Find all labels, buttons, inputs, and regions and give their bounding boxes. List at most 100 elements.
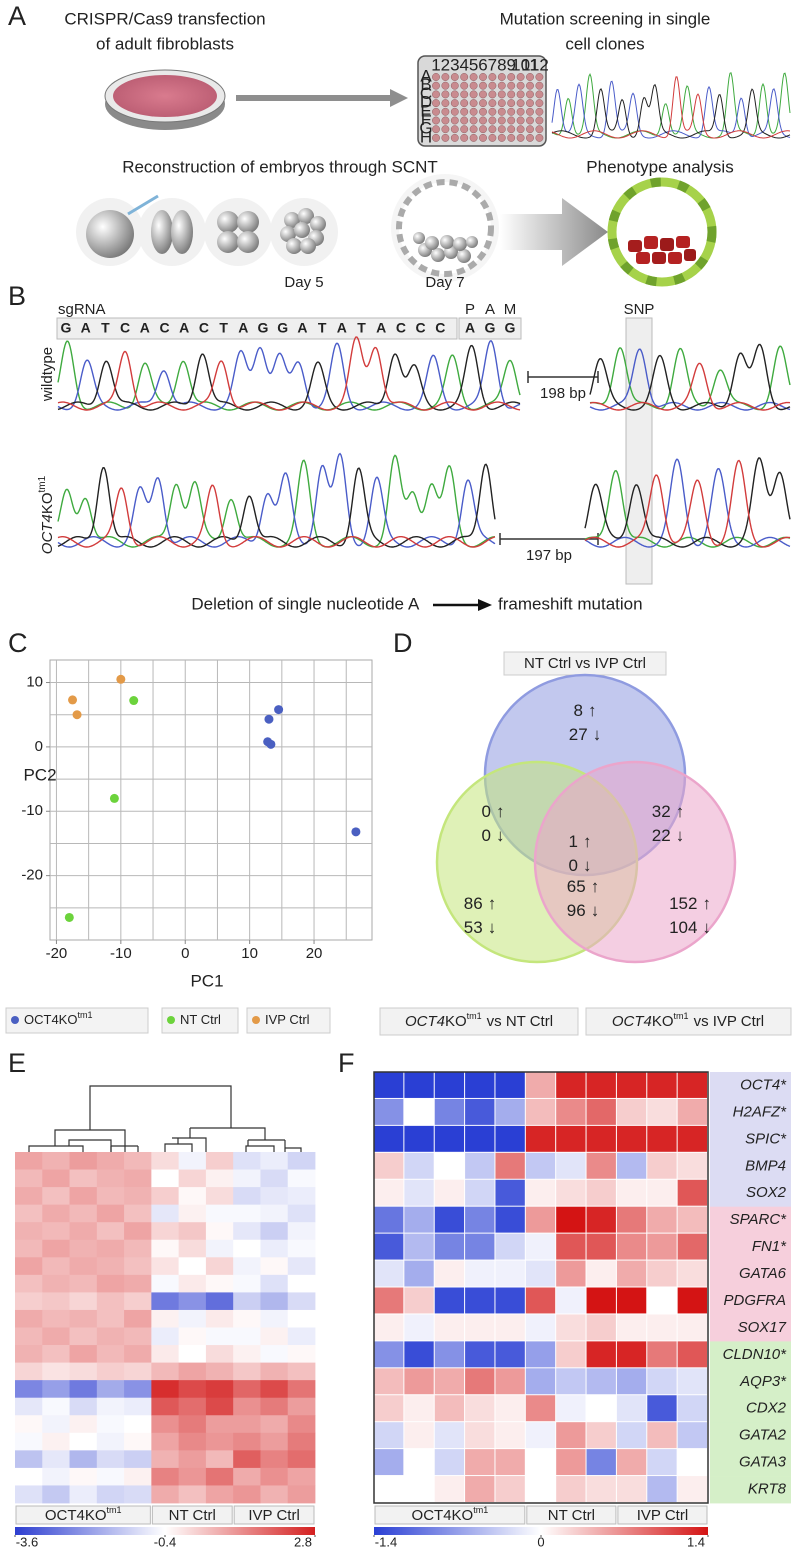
well	[488, 116, 497, 125]
heatmap-cell	[465, 1287, 495, 1314]
gap-label: 198 bp	[540, 385, 586, 402]
plate-row-label: F	[421, 110, 431, 129]
well	[516, 107, 525, 116]
heatmap-cell	[15, 1415, 43, 1434]
well	[507, 73, 516, 81]
heatmap-cell	[69, 1327, 98, 1346]
well	[535, 107, 544, 116]
caption: Deletion of single nucleotide	[191, 594, 404, 613]
well	[507, 116, 516, 125]
heatmap-cell	[96, 1257, 125, 1276]
well	[469, 81, 478, 90]
row-label: wildtype	[39, 347, 56, 402]
heatmap-cell	[151, 1257, 180, 1276]
heatmap-cell	[404, 1098, 434, 1125]
heatmap-cell	[96, 1415, 125, 1434]
step-title: CRISPR/Cas9 transfection	[64, 9, 265, 28]
heatmap-cell	[616, 1476, 647, 1502]
heatmap-cell	[96, 1467, 125, 1486]
plate-column-label: 2	[441, 55, 450, 74]
heatmap-cell	[495, 1125, 525, 1152]
heatmap-cell	[233, 1257, 261, 1276]
well	[516, 133, 525, 142]
venn-count: 104 ↓	[669, 918, 711, 937]
heatmap-cell	[69, 1397, 98, 1416]
heatmap-cell	[151, 1292, 180, 1311]
well	[441, 99, 450, 108]
heatmap-cell	[233, 1467, 261, 1486]
count: 0	[569, 856, 578, 875]
heatmap-cell	[124, 1309, 152, 1328]
heatmap-cell	[495, 1395, 525, 1422]
heatmap-cell	[434, 1233, 465, 1260]
heatmap-cell	[151, 1239, 180, 1258]
heatmap-cell	[124, 1432, 152, 1451]
heatmap-cell	[15, 1274, 43, 1293]
gene-label-bg	[710, 1314, 791, 1342]
venn-count: 0 ↓	[569, 856, 592, 875]
heatmap-cell	[15, 1362, 43, 1381]
legend-name: NT Ctrl	[180, 1012, 221, 1027]
heatmap-frame	[373, 1071, 709, 1504]
heatmap-cell	[616, 1449, 647, 1476]
heatmap-cell	[677, 1179, 707, 1206]
heatmap-cell	[616, 1341, 647, 1368]
venn-count: 22 ↓	[652, 826, 684, 845]
heatmap-cell	[677, 1260, 707, 1287]
gene-label: H2AFZ*	[733, 1103, 788, 1120]
heatmap-cell	[374, 1260, 404, 1287]
gene-label: GATA2	[739, 1427, 787, 1444]
heatmap-cell	[465, 1449, 495, 1476]
heatmap-cell	[647, 1179, 677, 1206]
arrow	[500, 198, 608, 266]
heatmap-cell	[69, 1187, 98, 1206]
heatmap-cell	[287, 1450, 316, 1469]
well	[469, 133, 478, 142]
well	[507, 133, 516, 142]
heatmap-cell	[586, 1449, 616, 1476]
heatmap-cell	[434, 1125, 465, 1152]
day-label: Day 7	[425, 274, 464, 291]
heatmap-cell	[677, 1449, 707, 1476]
trace	[57, 463, 496, 548]
heatmap-cell	[465, 1368, 495, 1395]
well	[432, 81, 440, 90]
heatmap-cell	[233, 1432, 261, 1451]
plate-column-label: 5	[469, 55, 478, 74]
well	[441, 116, 450, 125]
base: A	[179, 320, 189, 336]
heatmap-cell	[151, 1274, 180, 1293]
heatmap-cell	[205, 1309, 234, 1328]
heatmap-cell	[556, 1125, 586, 1152]
gap-bracket	[499, 371, 599, 545]
venn-count: 53 ↓	[464, 918, 496, 937]
well	[441, 81, 450, 90]
trace	[584, 459, 791, 548]
heatmap-cell	[287, 1345, 316, 1363]
phenotype-embryo	[607, 177, 717, 287]
heatmap-cell	[42, 1397, 70, 1416]
heatmap-cell	[374, 1233, 404, 1260]
well	[488, 81, 497, 90]
colorbar-label: 0	[537, 1534, 544, 1547]
group-box	[15, 1505, 151, 1525]
heatmap-cell	[647, 1152, 677, 1179]
heatmap-cell	[260, 1397, 289, 1416]
gene-label-bg	[710, 1368, 791, 1396]
heatmap-cell	[260, 1467, 289, 1486]
base: T	[101, 320, 110, 336]
heatmap-cell	[233, 1169, 261, 1188]
heatmap-cell	[287, 1415, 316, 1434]
heatmap-cell	[260, 1415, 289, 1434]
pam-label: M	[504, 301, 517, 318]
gene-suffix: KO	[652, 1013, 674, 1030]
x-tick-label: 10	[241, 945, 258, 962]
heatmap-cell	[525, 1341, 556, 1368]
direction: ↓	[676, 826, 685, 845]
direction: ↑	[496, 802, 505, 821]
gene-label: GATA6	[739, 1265, 787, 1282]
heatmap-cell	[404, 1125, 434, 1152]
heatmap-cell	[495, 1233, 525, 1260]
trace	[589, 362, 791, 411]
heatmap-cell	[42, 1450, 70, 1469]
